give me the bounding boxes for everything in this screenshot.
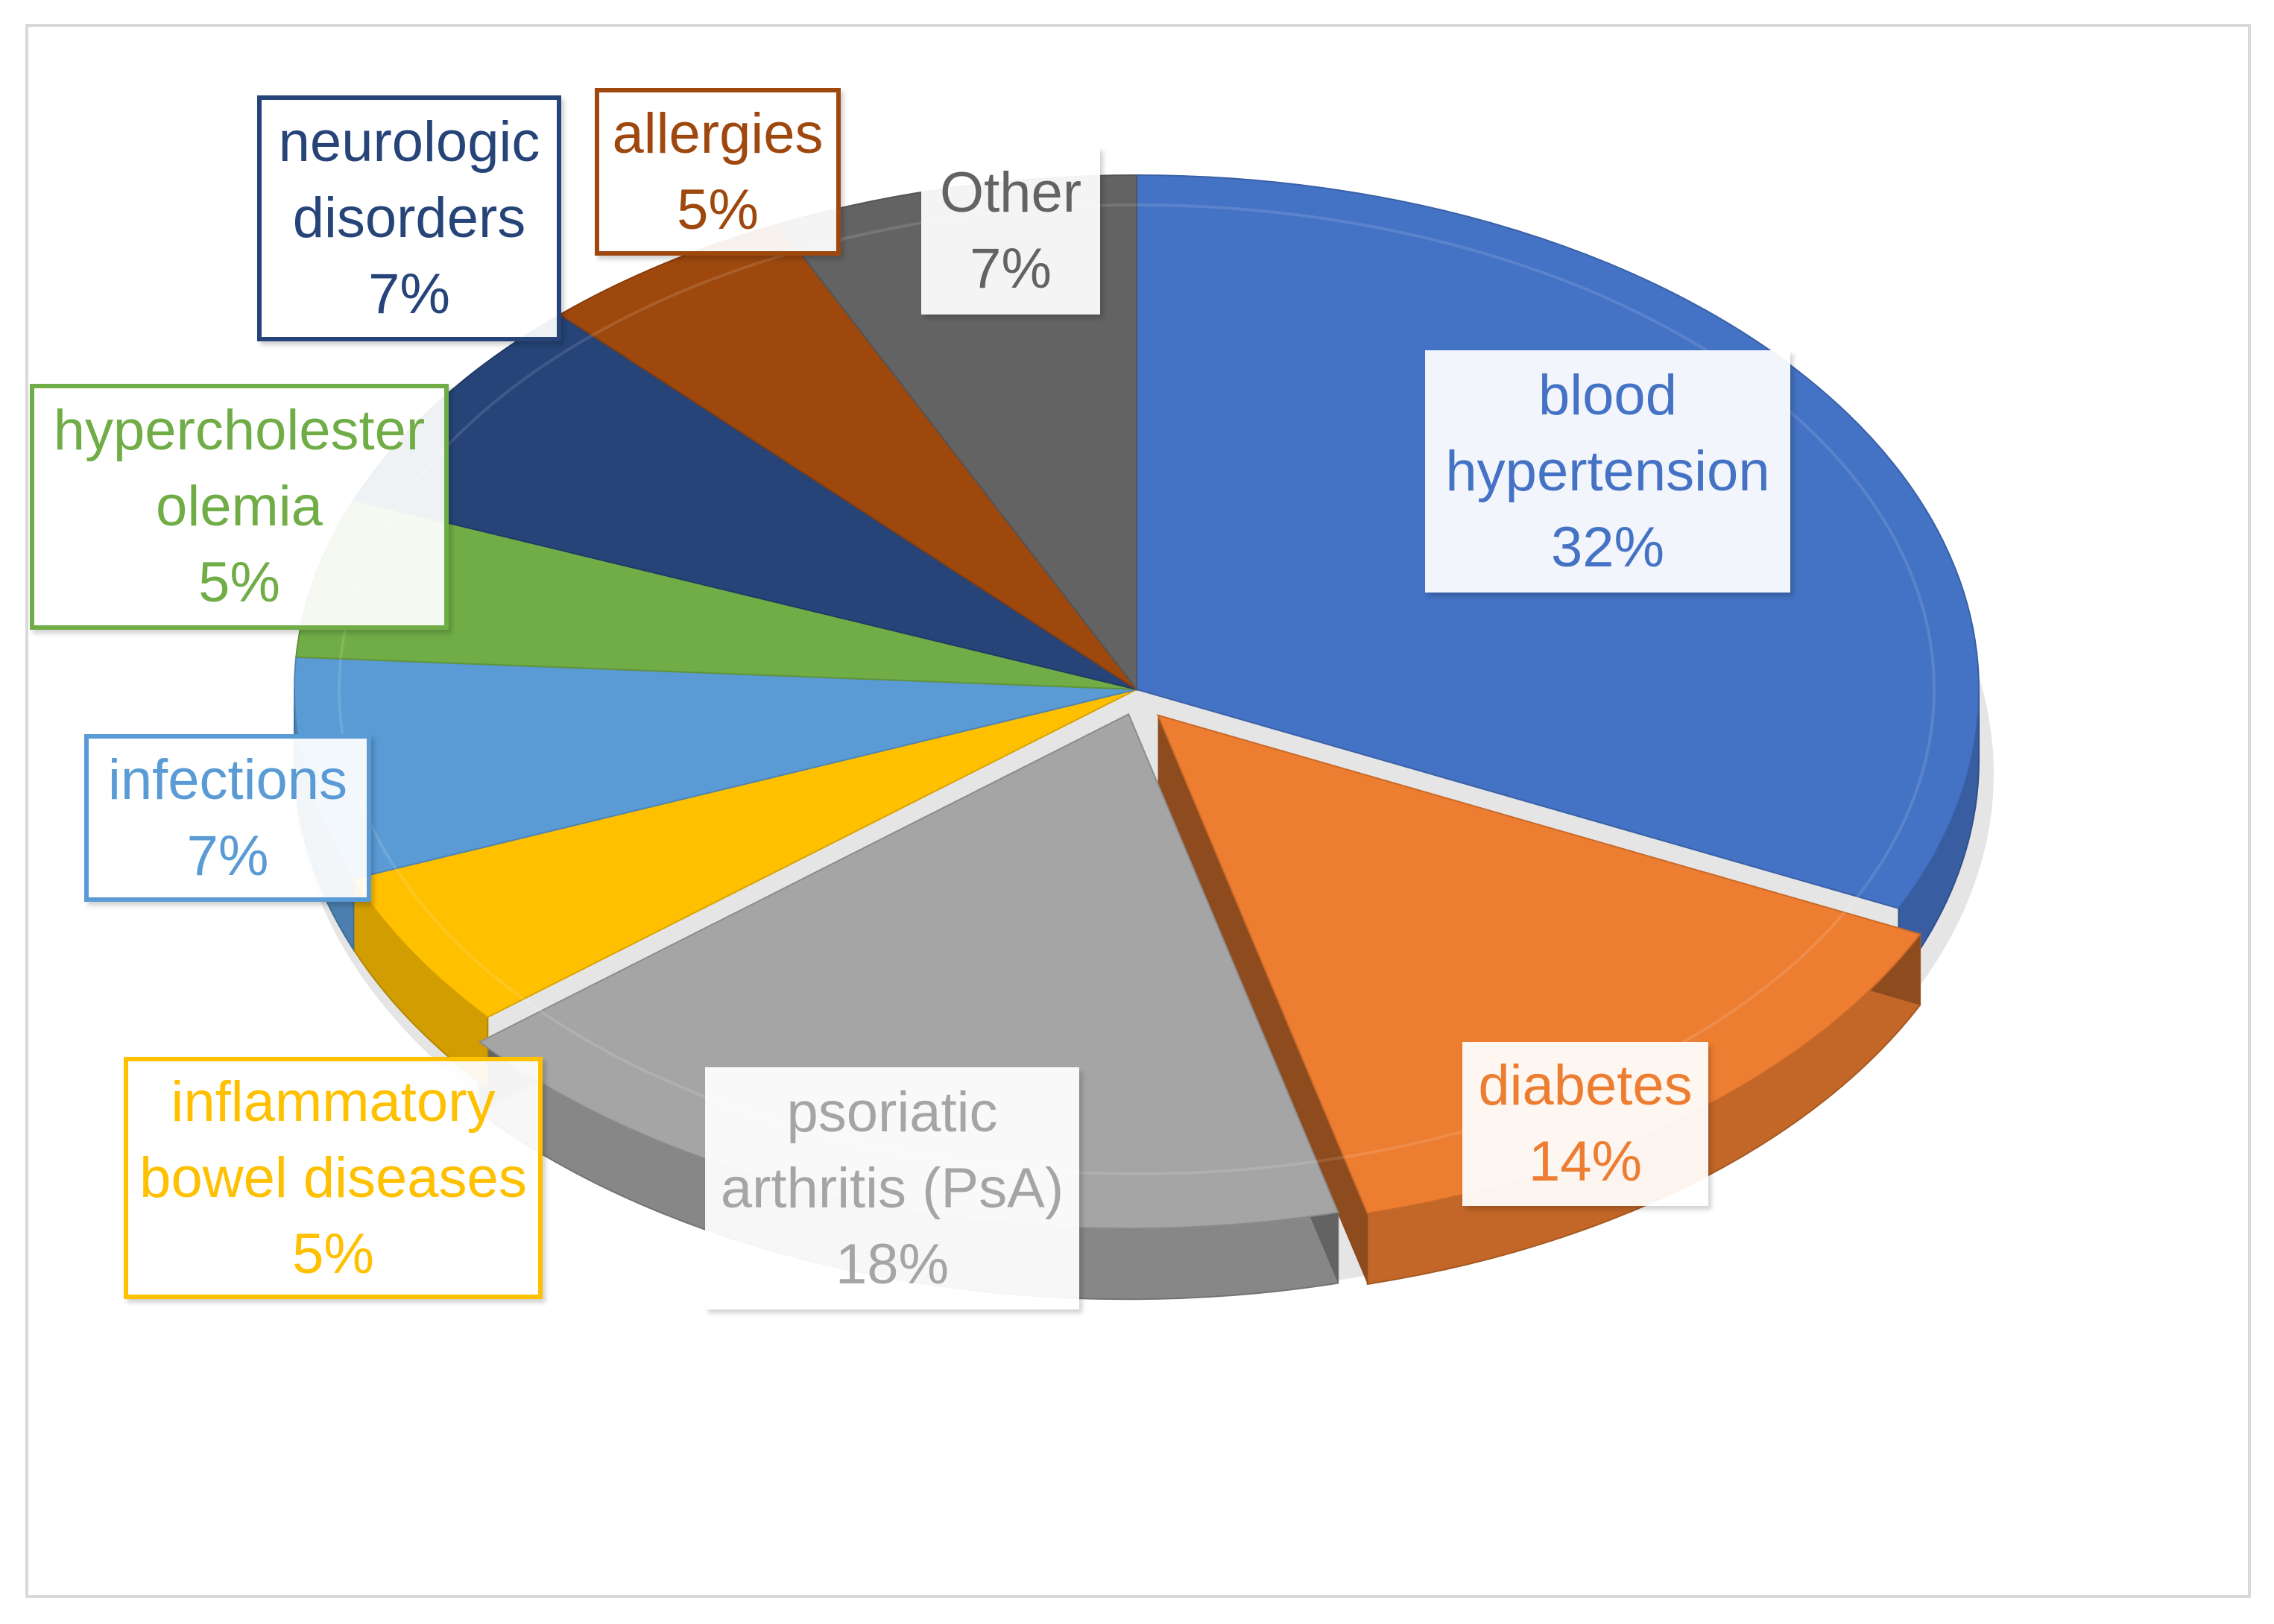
label-psoriatic-arthritis: psoriatic arthritis (PsA) 18% [705, 1067, 1079, 1309]
label-text-line: inflammatory [171, 1069, 496, 1134]
label-text-line: Other [939, 160, 1082, 224]
label-allergies: allergies 5% [595, 88, 841, 256]
label-diabetes: diabetes 14% [1462, 1042, 1708, 1206]
label-text-line: neurologic [278, 110, 540, 174]
label-neurologic-disorders: neurologic disorders 7% [257, 95, 561, 341]
label-text-line: infections [107, 748, 348, 812]
label-text-line: blood [1538, 363, 1677, 427]
label-value: 32% [1550, 515, 1665, 579]
label-value: 5% [198, 551, 280, 614]
label-text-line: hypercholester [53, 399, 426, 462]
label-infections: infections 7% [84, 734, 371, 902]
label-inflammatory-bowel-diseases: inflammatory bowel diseases 5% [124, 1057, 543, 1299]
label-value: 18% [835, 1232, 950, 1296]
label-text-line: hypertension [1445, 439, 1770, 503]
label-text-line: psoriatic [786, 1080, 998, 1144]
label-other: Other 7% [921, 147, 1100, 315]
label-value: 5% [677, 177, 759, 241]
label-hypercholesterolemia: hypercholester olemia 5% [30, 384, 449, 630]
label-text-line: diabetes [1478, 1054, 1693, 1117]
label-text-line: olemia [156, 475, 323, 538]
pie-rim-highlight [338, 203, 1936, 1175]
label-text-line: bowel diseases [139, 1146, 527, 1210]
label-blood-hypertension: blood hypertension 32% [1425, 350, 1790, 593]
label-text-line: allergies [612, 101, 824, 165]
label-text-line: disorders [292, 186, 526, 250]
pie-slice-face-1-1 [1157, 715, 1368, 1284]
label-value: 7% [186, 824, 269, 888]
label-value: 7% [368, 262, 450, 326]
label-value: 5% [292, 1222, 374, 1286]
label-text-line: arthritis (PsA) [720, 1156, 1064, 1220]
label-value: 7% [970, 236, 1052, 300]
label-value: 14% [1528, 1130, 1643, 1193]
